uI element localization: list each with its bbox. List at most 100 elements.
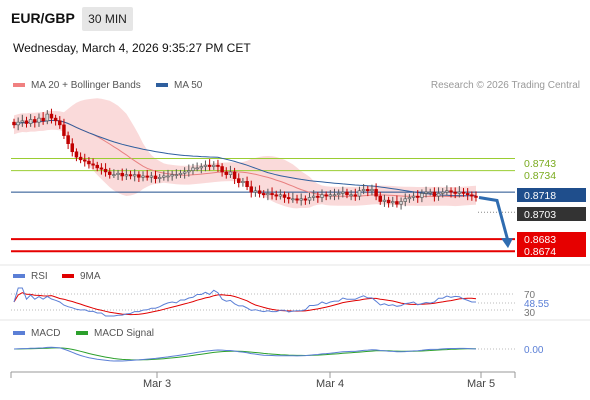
candle-body [324,194,328,197]
candle-body [87,160,91,165]
candle-body [399,201,403,205]
candle [20,114,25,127]
price-tag-pivot-bg [517,188,586,202]
legend-swatch-ma20 [13,83,25,88]
candle-body [16,121,20,126]
candle-body [103,168,108,173]
x-tick-mar4: Mar 4 [316,378,344,390]
legend-swatch-9ma [62,274,74,279]
candle-body [107,171,112,175]
timeframe-button[interactable]: 30 MIN [82,7,133,31]
candle [207,159,212,171]
chart-datetime: Wednesday, March 4, 2026 9:35:27 PM CET [13,41,251,55]
candle [12,118,16,129]
candle-body [24,120,29,124]
candle-body [33,119,37,123]
candle-body [28,119,33,124]
candle-body [187,170,191,173]
candle-body [357,190,362,197]
candle [87,157,91,169]
candle [145,169,149,181]
candle [399,197,403,210]
candle [28,114,33,127]
candle [440,188,445,198]
candle [174,169,179,179]
candle-body [112,174,116,176]
price-tag-support-1-bg [517,232,586,246]
ma50-line [13,119,477,197]
candle-body [336,193,341,196]
candle-body [83,159,87,162]
candle [357,186,362,201]
candle [191,163,195,175]
candle [324,191,328,201]
candle-body [291,198,295,201]
candle-body [299,198,303,201]
candle-body [62,124,66,136]
candle [395,195,399,208]
candle [432,187,437,202]
candle [157,173,162,183]
candle-body [37,117,41,123]
candle-body [174,174,179,176]
candle-body [58,120,62,126]
price-tags: 0.8743 0.8734 0.8718 0.8703 0.8683 0.867… [517,158,586,258]
candle-body [232,171,237,179]
rsi-tag-value: 48.55 [524,299,549,310]
candle [253,186,258,197]
candle [132,169,137,182]
candle [95,161,99,172]
rsi-tag-70: 70 [524,290,536,301]
candle [349,190,353,201]
candle [41,112,45,125]
legend-rsi: RSI [13,271,48,282]
candle [124,168,129,180]
legend-macd-signal: MACD Signal [76,328,154,339]
candle [336,189,341,200]
candle-body [349,194,353,197]
legend-label-rsi: RSI [31,271,48,282]
candle-body [328,194,333,197]
candle [303,195,308,205]
candle [366,186,370,197]
candle-body [78,156,83,161]
candle-body [120,172,124,177]
candle [53,114,58,126]
candle [224,167,229,179]
candle [149,171,154,183]
candle-body [361,189,366,192]
candle [199,163,204,174]
candle-body [378,195,383,202]
candle [278,189,283,200]
candle-body [191,167,195,171]
forecast-arrow-head [501,238,513,249]
candle-body [432,191,437,197]
candle [457,186,462,198]
candle [232,167,237,185]
candle-body [286,197,291,200]
candle [295,194,299,204]
candle [328,190,333,200]
candle-body [149,175,154,178]
candle [170,170,174,181]
legend-swatch-ma50 [156,83,168,88]
candle-body [311,195,316,198]
candle [241,177,245,187]
candle-body [141,175,145,178]
candle-body [132,174,137,177]
candle [445,185,449,196]
candle-body [440,191,445,194]
candle-body [249,186,253,193]
candle [116,169,120,180]
candle [465,188,470,201]
candle [103,163,108,177]
bollinger-bands [14,98,476,209]
candle-body [128,174,133,177]
candle-body [436,193,441,197]
research-credit: Research © 2026 Trading Central [430,80,580,91]
candle-body [411,195,416,198]
price-tag-support-1: 0.8683 [524,234,556,246]
price-tag-resistance-2: 0.8734 [524,170,556,182]
candle-body [266,193,270,196]
